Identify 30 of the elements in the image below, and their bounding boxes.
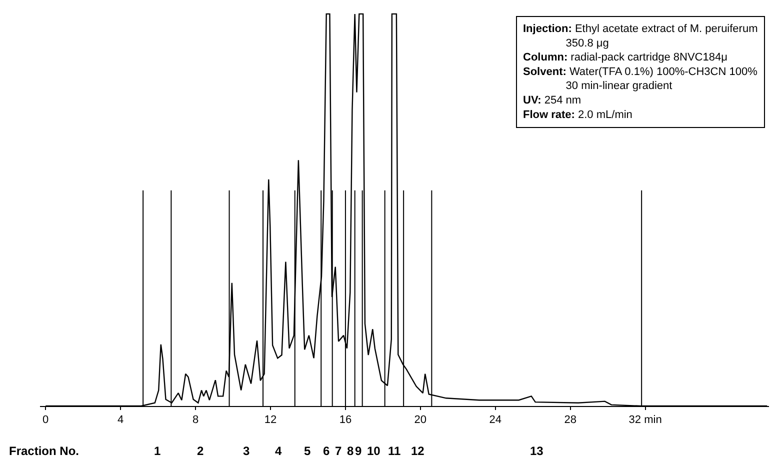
text: 12 bbox=[411, 444, 425, 458]
annotation: 350.8 μg bbox=[523, 37, 609, 50]
text: 8 bbox=[347, 444, 354, 458]
annotation: 30 min-linear gradient bbox=[523, 80, 672, 92]
text: 1 bbox=[154, 444, 161, 458]
annotation: Column: radial-pack cartridge 8NVC184μ bbox=[523, 52, 728, 64]
x-tick-label: 28 bbox=[564, 414, 576, 426]
x-tick-label: 20 bbox=[414, 414, 427, 426]
x-tick-label: 12 bbox=[264, 414, 277, 426]
x-tick-label: 32 min bbox=[628, 414, 662, 426]
annotation: UV: 254 nm bbox=[523, 94, 582, 106]
text: 11 bbox=[388, 444, 402, 458]
text: 7 bbox=[335, 444, 342, 458]
annotation: Solvent: Water(TFA 0.1%) 100%-CH3CN 100% bbox=[523, 66, 758, 78]
x-tick-label: 0 bbox=[42, 414, 49, 426]
annotation: Injection: Ethyl acetate extract of M. peruiferum bbox=[523, 23, 758, 35]
text: 5 bbox=[304, 444, 311, 458]
x-tick-label: 16 bbox=[339, 414, 352, 426]
text: 13 bbox=[530, 444, 544, 458]
annotation: Flow rate: 2.0 mL/min bbox=[523, 108, 632, 121]
x-tick-label: 24 bbox=[489, 414, 502, 426]
x-tick-label: 4 bbox=[118, 414, 124, 426]
text: 6 bbox=[323, 444, 330, 458]
text: 2 bbox=[197, 444, 204, 458]
text: Fraction No. bbox=[9, 444, 80, 458]
text: 4 bbox=[275, 444, 282, 458]
x-tick-label: 8 bbox=[192, 414, 199, 426]
text: 3 bbox=[243, 444, 250, 458]
text: 10 bbox=[367, 444, 381, 458]
text: 9 bbox=[355, 444, 362, 458]
